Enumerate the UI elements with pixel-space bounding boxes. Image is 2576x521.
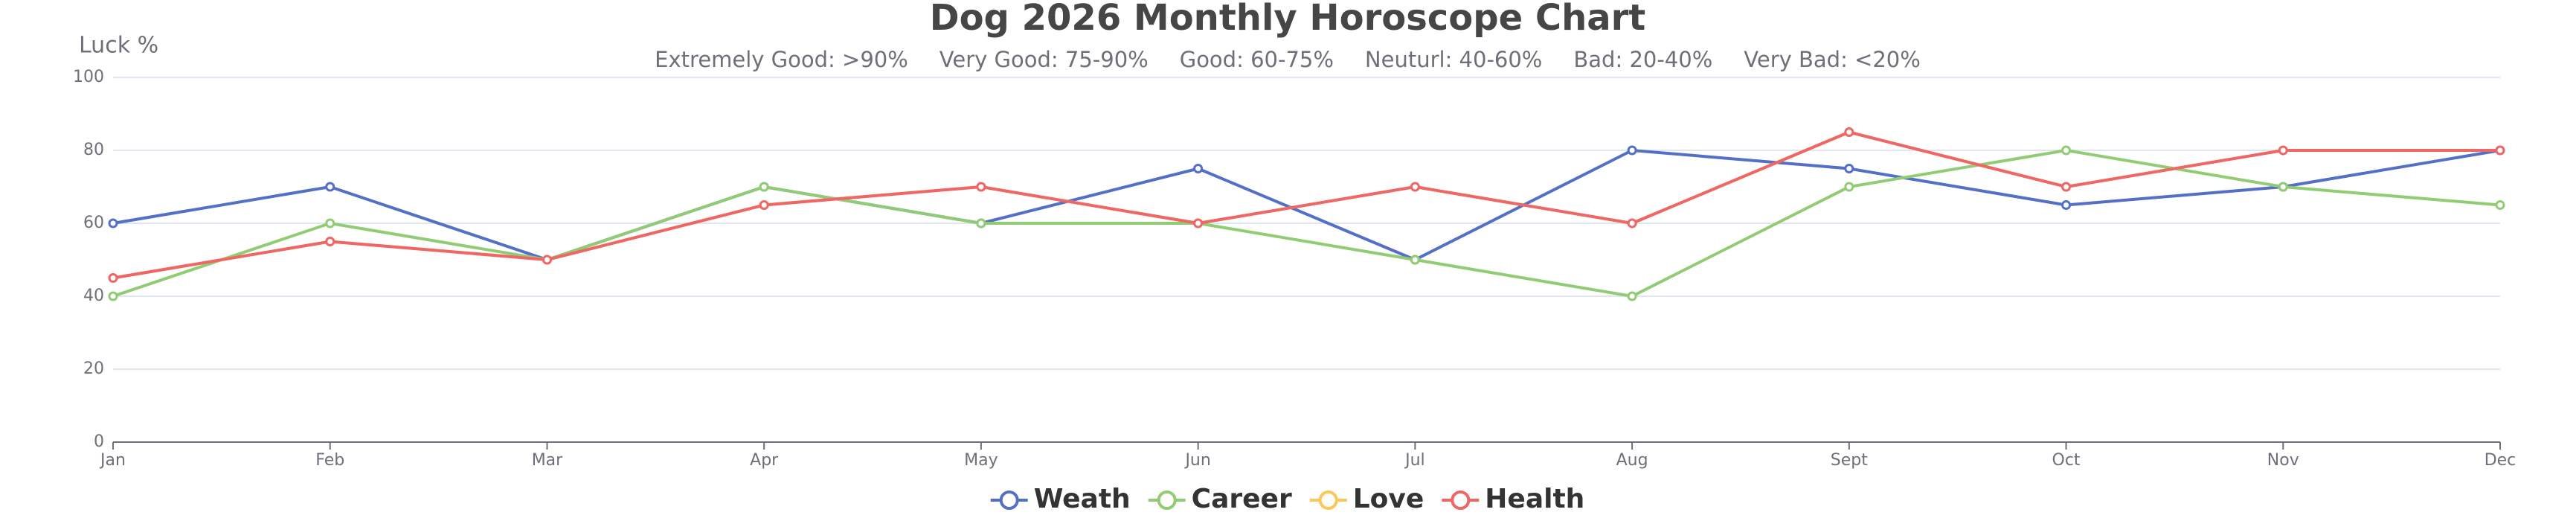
data-point (542, 255, 552, 265)
x-tick-label: Dec (2485, 451, 2516, 470)
data-point (1627, 145, 1637, 156)
data-point (1193, 164, 1204, 173)
chart-title: Dog 2026 Monthly Horoscope Chart (930, 0, 1646, 39)
subtitle-item: Good: 60-75% (1180, 47, 1334, 72)
x-tick-label: Jun (1183, 451, 1210, 470)
legend-label: Career (1192, 484, 1292, 514)
data-point (2061, 200, 2072, 210)
subtitle-item: Extremely Good: >90% (655, 47, 908, 72)
data-point (1844, 164, 1854, 173)
data-point (759, 182, 769, 192)
data-point (1627, 218, 1637, 228)
data-point (2061, 182, 2072, 192)
data-point (325, 237, 335, 246)
data-point (2495, 200, 2505, 210)
legend-label: Health (1485, 484, 1584, 514)
data-point (1627, 291, 1637, 301)
subtitle-item: Neuturl: 40-60% (1365, 47, 1542, 72)
data-point (1844, 182, 1854, 192)
legend-marker (1318, 490, 1338, 510)
data-point (2061, 145, 2072, 156)
legend-marker (1157, 490, 1177, 510)
data-point (976, 182, 986, 192)
data-point (1193, 218, 1204, 228)
data-point (1410, 255, 1420, 265)
legend-item: Love (1309, 484, 1424, 514)
data-point (325, 218, 335, 228)
data-point (108, 291, 118, 301)
data-point (325, 182, 335, 192)
x-tick-label: Oct (2052, 451, 2081, 470)
x-tick-label: Mar (532, 451, 563, 470)
x-tick-label: May (964, 451, 998, 470)
y-tick-label: 100 (73, 68, 104, 86)
y-tick-label: 40 (83, 287, 104, 305)
y-tick-label: 80 (83, 141, 104, 159)
x-tick-label: Aug (1616, 451, 1648, 470)
legend-label: Weath (1034, 484, 1131, 514)
x-tick-label: Apr (750, 451, 779, 470)
legend-marker (999, 490, 1019, 510)
x-tick-label: Sept (1831, 451, 1868, 470)
x-tick-label: Nov (2267, 451, 2299, 470)
series-line (112, 130, 2500, 280)
legend-label: Love (1353, 484, 1424, 514)
data-point (108, 273, 118, 283)
data-point (2495, 145, 2505, 156)
y-tick-label: 60 (83, 214, 104, 232)
x-tick-label: Jul (1404, 451, 1425, 470)
data-point (759, 200, 769, 210)
data-point (1844, 127, 1854, 137)
y-axis-label: Luck % (79, 33, 158, 59)
data-point (976, 218, 986, 228)
legend-item: Weath (990, 484, 1131, 514)
x-tick-label: Jan (99, 451, 126, 470)
subtitle-item: Very Good: 75-90% (939, 47, 1149, 72)
subtitle-item: Bad: 20-40% (1573, 47, 1712, 72)
y-tick-label: 0 (94, 432, 104, 451)
series-line (112, 148, 2501, 262)
legend-item: Career (1148, 484, 1292, 514)
data-point (2278, 145, 2288, 156)
legend-item: Health (1442, 484, 1584, 514)
data-point (2278, 182, 2288, 192)
x-tick-label: Feb (315, 451, 344, 470)
subtitle-item: Very Bad: <20% (1744, 47, 1921, 72)
legend-marker (1451, 490, 1471, 510)
data-point (108, 218, 118, 228)
data-point (1410, 182, 1420, 192)
y-tick-label: 20 (83, 359, 104, 378)
series-line (112, 148, 2501, 298)
